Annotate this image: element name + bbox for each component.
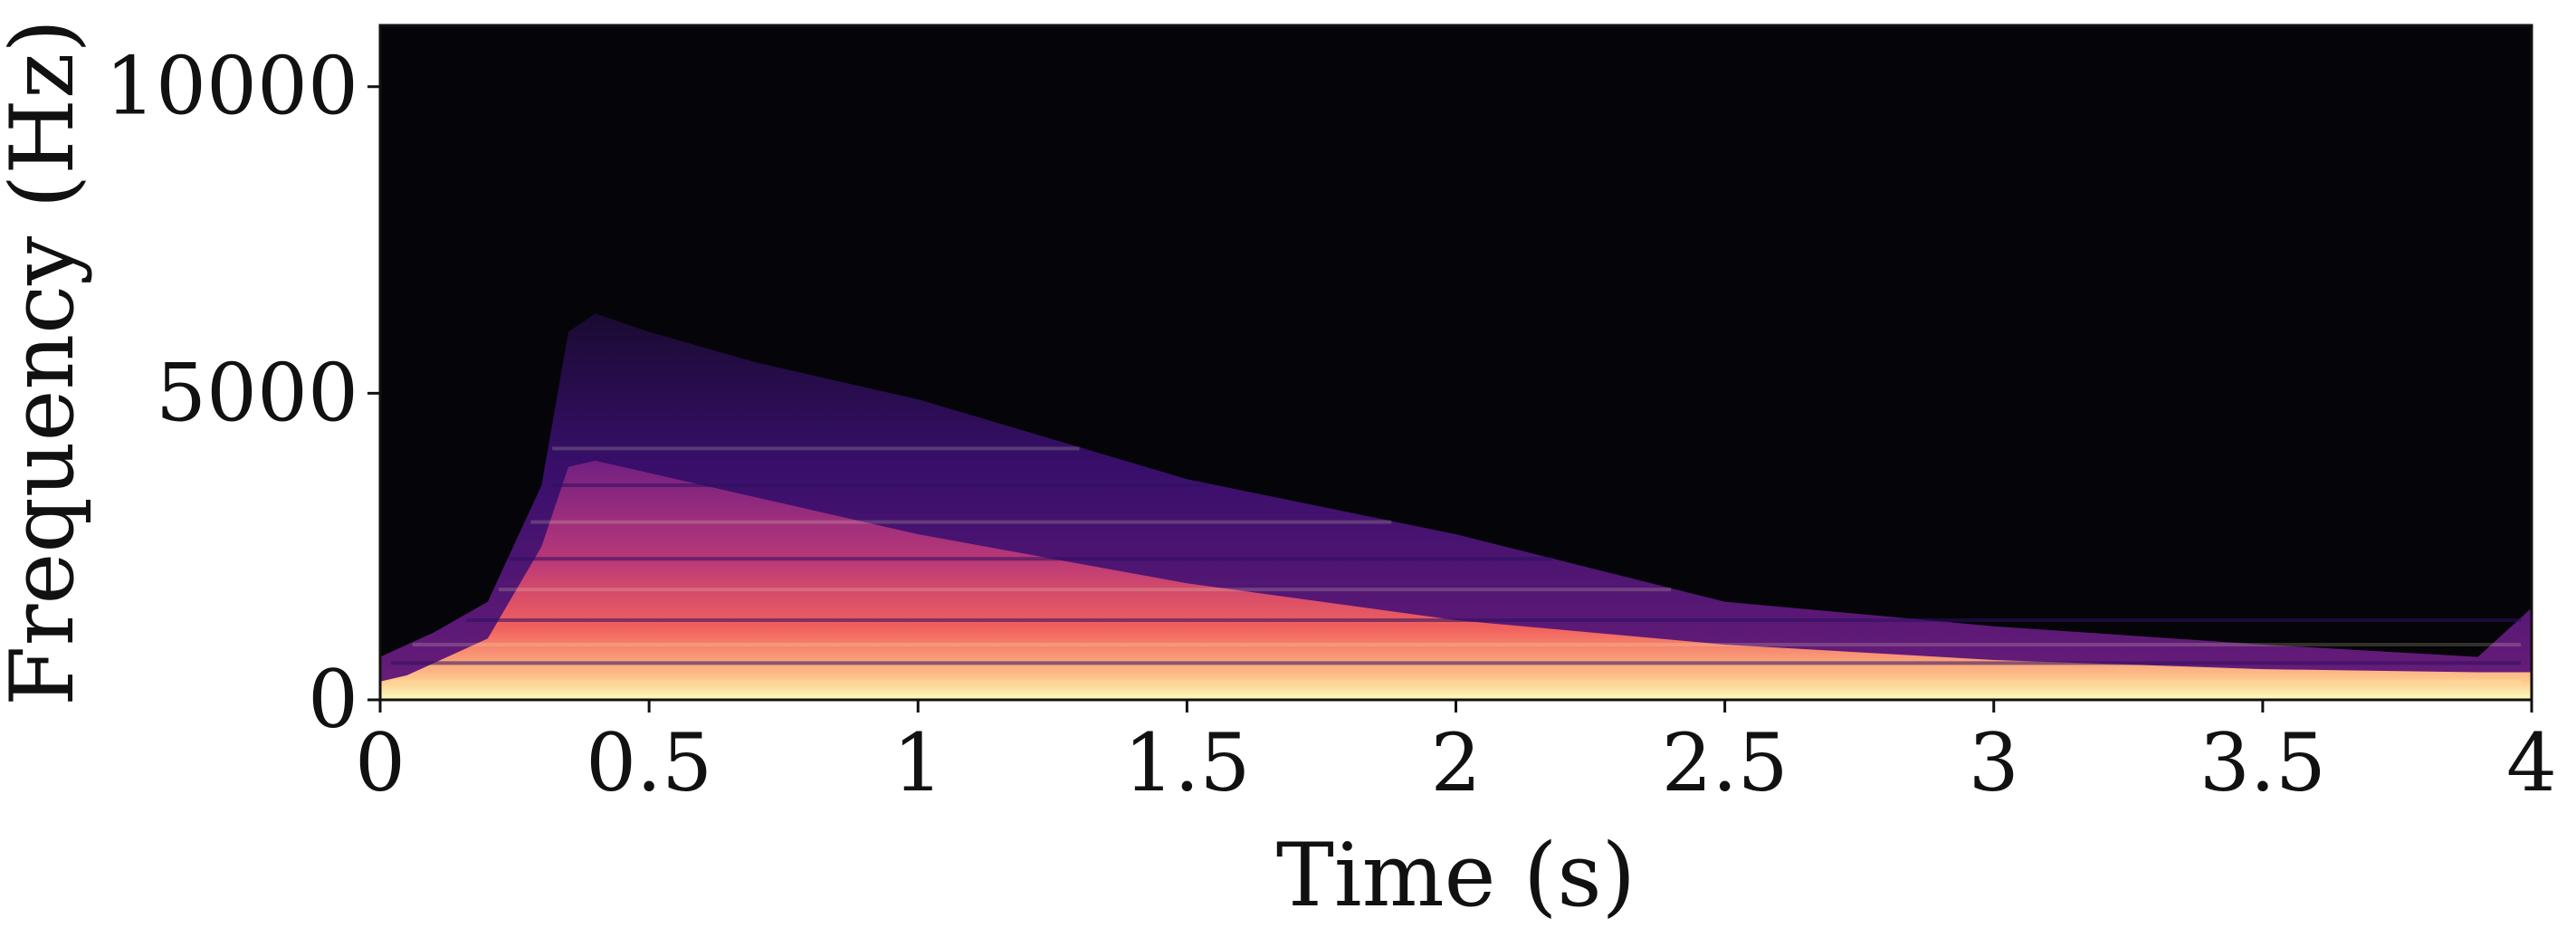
x-tick-label: 3.5 bbox=[2199, 716, 2326, 809]
x-tick-label: 0 bbox=[355, 716, 405, 809]
x-tick-label: 1.5 bbox=[1123, 716, 1250, 809]
x-tick-label: 2 bbox=[1431, 716, 1482, 809]
x-tick-label: 1 bbox=[892, 716, 943, 809]
spectrogram-harmonic-streaks bbox=[390, 446, 2522, 684]
x-axis-title: Time (s) bbox=[1276, 825, 1636, 926]
y-tick-label: 0 bbox=[308, 653, 358, 746]
y-tick-label: 10000 bbox=[105, 40, 358, 133]
y-axis-title: Frequency (Hz) bbox=[0, 19, 93, 706]
x-tick-label: 4 bbox=[2506, 716, 2557, 809]
x-tick-label: 2.5 bbox=[1662, 716, 1789, 809]
y-axis-ticks: 0 5000 10000 bbox=[105, 40, 380, 746]
x-axis-ticks: 0 0.5 1 1.5 2 2.5 3 3.5 4 bbox=[355, 700, 2557, 809]
x-tick-label: 3 bbox=[1969, 716, 2019, 809]
y-tick-label: 5000 bbox=[156, 346, 358, 439]
spectrogram-bright-band bbox=[380, 460, 2532, 700]
x-tick-label: 0.5 bbox=[586, 716, 712, 809]
